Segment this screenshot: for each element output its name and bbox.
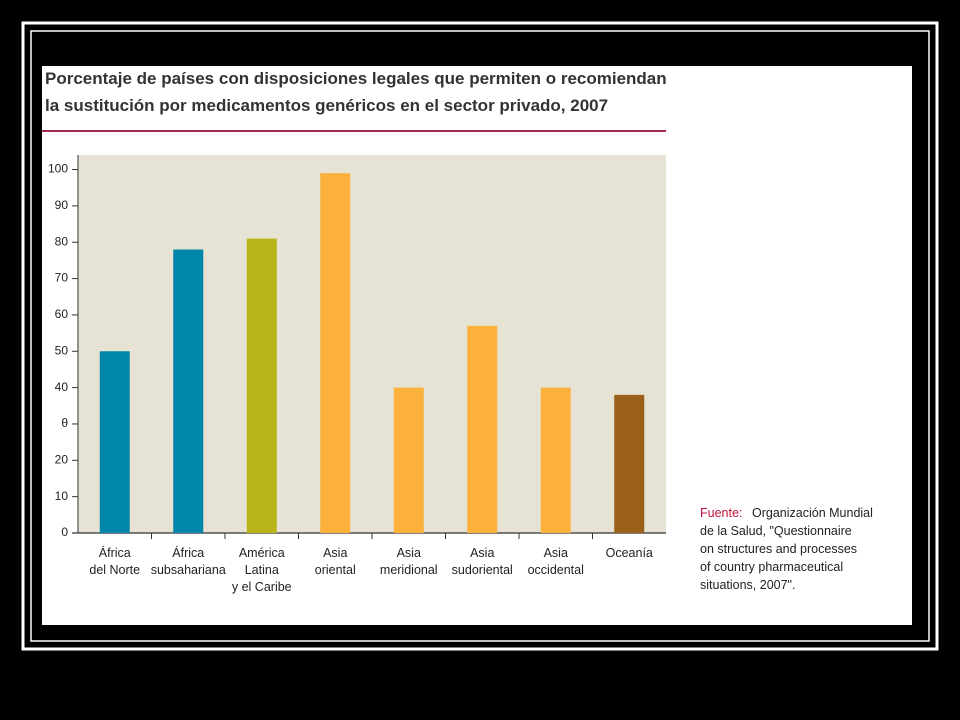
x-tick-label: y el Caribe — [232, 580, 292, 594]
y-tick-label: 90 — [55, 198, 69, 212]
x-tick-label: África — [172, 545, 204, 560]
bar — [246, 238, 277, 533]
outer-frame — [21, 21, 939, 651]
x-tick-label: Latina — [245, 563, 279, 577]
y-tick-label: 50 — [55, 343, 69, 357]
y-tick-label: 20 — [55, 452, 69, 466]
y-tick-label: 100 — [48, 162, 68, 176]
bar — [467, 325, 498, 533]
source-label: Fuente: — [700, 506, 742, 520]
x-tick-label: África — [99, 545, 131, 560]
x-tick-label: del Norte — [89, 563, 140, 577]
y-tick-label: θ — [61, 416, 68, 430]
y-tick-label: 80 — [55, 234, 69, 248]
source-text: of country pharmaceutical — [700, 560, 843, 574]
x-tick-label: América — [239, 546, 285, 560]
y-tick-label: 40 — [55, 380, 69, 394]
bar — [99, 351, 130, 533]
x-tick-label: subsahariana — [151, 563, 226, 577]
chart-title: la sustitución por medicamentos genérico… — [45, 96, 608, 115]
bar — [614, 394, 645, 533]
plot-area — [78, 155, 666, 533]
x-tick-label: Oceanía — [606, 546, 653, 560]
y-tick-label: 10 — [55, 489, 69, 503]
chart-title: Porcentaje de países con disposiciones l… — [45, 69, 667, 88]
x-tick-label: meridional — [380, 563, 438, 577]
source-text: on structures and processes — [700, 542, 857, 556]
source: Fuente: Organización Mundial de la Salud, … — [700, 506, 873, 592]
y-tick-label: 60 — [55, 307, 69, 321]
x-tick-label: Asia — [323, 546, 347, 560]
y-tick-label: 0 — [61, 525, 68, 539]
source-text: Organización Mundial — [752, 506, 873, 520]
inner-frame — [30, 30, 930, 642]
x-tick-label: oriental — [315, 563, 356, 577]
bar — [320, 173, 351, 533]
x-tick-label: sudoriental — [452, 563, 513, 577]
x-tick-label: occidental — [528, 563, 584, 577]
x-tick-label: Asia — [544, 546, 568, 560]
bar — [540, 387, 571, 533]
x-tick-label: Asia — [397, 546, 421, 560]
bar — [173, 249, 204, 533]
source-text: de la Salud, "Questionnaire — [700, 524, 852, 538]
bar — [393, 387, 424, 533]
source-text: situations, 2007". — [700, 578, 795, 592]
x-tick-label: Asia — [470, 546, 494, 560]
y-tick-label: 70 — [55, 271, 69, 285]
